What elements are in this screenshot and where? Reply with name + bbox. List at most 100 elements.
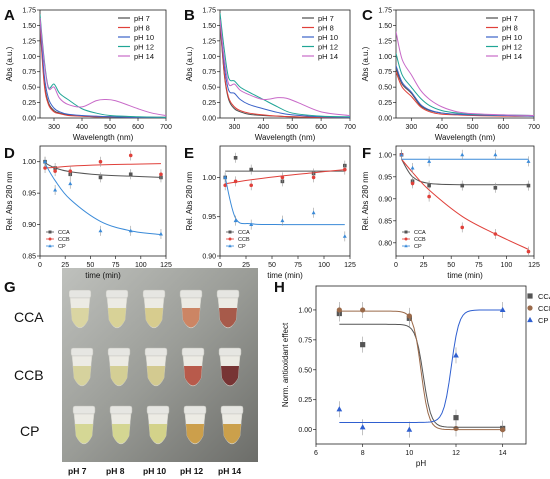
tube bbox=[72, 405, 96, 445]
chart-f-point-cp bbox=[493, 152, 498, 157]
chart-b-xtick-label: 300 bbox=[229, 124, 241, 131]
panel-letter-h: H bbox=[274, 279, 285, 296]
photo-col-label-ph14: pH 14 bbox=[218, 466, 241, 476]
chart-f-xtick-label: 0 bbox=[394, 262, 398, 269]
chart-c-ytick-label: 1.25 bbox=[378, 38, 392, 45]
chart-c-frame bbox=[395, 9, 535, 119]
chart-a-frame bbox=[39, 9, 167, 119]
chart-h-legend-marker bbox=[527, 305, 533, 311]
tube-liquid bbox=[71, 308, 89, 328]
tube-liquid bbox=[186, 424, 204, 444]
tube bbox=[109, 405, 133, 445]
panel-letter-d: D bbox=[4, 145, 15, 162]
chart-a-ytick-label: 1.50 bbox=[22, 23, 36, 30]
chart-c-ytick-label: 1.75 bbox=[378, 8, 392, 15]
chart-e-point-cp bbox=[311, 210, 316, 215]
chart-f-xtick-label: 25 bbox=[420, 262, 428, 269]
chart-d-point-ccb bbox=[128, 153, 133, 158]
tube-liquid bbox=[182, 308, 200, 328]
chart-f-plot-area bbox=[399, 149, 531, 256]
tube-liquid bbox=[73, 366, 91, 386]
chart-d-point-cp bbox=[53, 187, 58, 192]
chart-a-legend-label: pH 10 bbox=[134, 33, 154, 42]
chart-b-legend-label: pH 10 bbox=[318, 33, 338, 42]
chart-f-point-ccb bbox=[427, 194, 431, 199]
chart-d-ytick-label: 0.85 bbox=[22, 254, 36, 261]
chart-b-ytick-label: 0.50 bbox=[202, 85, 216, 92]
chart-d-point-ccb bbox=[159, 172, 163, 177]
chart-b: 300 400 500 600 700 0.00 0.25 0.50 0.75 1.00 1.25 1… bbox=[185, 8, 356, 143]
chart-d-plot-area bbox=[43, 150, 163, 239]
photo-row-label-cca: CCA bbox=[14, 309, 44, 325]
chart-b-y-axis-title: Abs (a.u.) bbox=[185, 46, 194, 81]
tube-cap bbox=[220, 405, 244, 415]
chart-h-point-cp bbox=[359, 424, 366, 430]
chart-f-xtick-label: 75 bbox=[475, 262, 483, 269]
tube bbox=[183, 405, 207, 445]
tube-cap bbox=[218, 347, 242, 357]
chart-b-series-line-ph12 bbox=[220, 13, 350, 118]
chart-d-legend-label: CCB bbox=[58, 237, 70, 243]
tube-liquid bbox=[145, 308, 163, 328]
chart-a-series-line-ph10 bbox=[40, 19, 166, 118]
chart-h-point-cp bbox=[406, 426, 413, 432]
chart-d-ytick-label: 0.90 bbox=[22, 222, 36, 229]
chart-c-xtick-label: 600 bbox=[497, 124, 509, 131]
chart-b-ytick-label: 0.00 bbox=[202, 116, 216, 123]
chart-a-y-axis-title: Abs (a.u.) bbox=[5, 46, 14, 81]
tube-liquid bbox=[108, 308, 126, 328]
chart-d-point-cp bbox=[68, 181, 73, 186]
panel-letter-f: F bbox=[362, 145, 371, 162]
chart-c-legend-label: pH 12 bbox=[502, 42, 522, 51]
tube-liquid bbox=[149, 424, 167, 444]
tube-liquid bbox=[184, 366, 202, 386]
chart-f-ytick-label: 0.80 bbox=[378, 240, 392, 247]
chart-e-legend-label: CCB bbox=[238, 237, 250, 243]
chart-h-fit-curve-cca bbox=[339, 323, 503, 428]
chart-c: 300 400 500 600 700 0.00 0.25 0.50 0.75 1.00 1.25 1… bbox=[361, 8, 540, 143]
tube-cap bbox=[68, 289, 92, 299]
chart-c-ytick-label: 0.25 bbox=[378, 100, 392, 107]
chart-f: 0 25 50 75 100 125 0.80 0.85 0.90 0.95 1.00 time (m… bbox=[361, 145, 540, 280]
chart-c-x-axis-title: Wavelength (nm) bbox=[435, 133, 496, 142]
tube bbox=[179, 289, 203, 329]
chart-b-frame bbox=[219, 9, 351, 119]
chart-c-ytick-label: 0.00 bbox=[378, 116, 392, 123]
panel-letter-e: E bbox=[184, 145, 194, 162]
chart-f-point-cp bbox=[427, 159, 432, 163]
chart-a-series-line-ph14 bbox=[40, 17, 166, 117]
chart-f-point-ccb bbox=[526, 249, 531, 254]
chart-c-xtick-label: 300 bbox=[405, 124, 417, 131]
panel-letter-g: G bbox=[4, 279, 16, 296]
chart-d-point-ccb bbox=[98, 159, 103, 164]
chart-h-xtick-label: 14 bbox=[499, 450, 507, 457]
tube-cap bbox=[70, 347, 94, 357]
chart-d-point-cp bbox=[98, 228, 103, 233]
chart-d-ytick-label: 1.00 bbox=[22, 159, 36, 166]
chart-e-point-ccb bbox=[233, 179, 238, 184]
chart-f-ytick-label: 0.95 bbox=[378, 174, 392, 181]
chart-f-xtick-label: 100 bbox=[501, 262, 513, 269]
tube-cap bbox=[142, 289, 166, 299]
chart-d-point-cp bbox=[128, 228, 133, 233]
chart-b-xtick-label: 400 bbox=[257, 124, 269, 131]
chart-c-ytick-label: 1.00 bbox=[378, 54, 392, 61]
chart-c-legend-label: pH 8 bbox=[502, 23, 518, 32]
chart-h-legend-marker bbox=[527, 316, 533, 323]
chart-h-fit-curve-ccb bbox=[339, 310, 503, 431]
tube-cap bbox=[107, 347, 131, 357]
chart-c-legend-label: pH 7 bbox=[502, 14, 518, 23]
tube bbox=[105, 289, 129, 329]
chart-e-ytick-label: 0.95 bbox=[202, 214, 216, 221]
chart-e-point-cp bbox=[249, 222, 254, 227]
photo-row-label-cp: CP bbox=[20, 423, 39, 439]
tube-cap bbox=[183, 405, 207, 415]
chart-f-point-cca bbox=[460, 183, 465, 188]
tube-photo: CCA CCB CP pH 7 pH 8 pH 10 pH 12 pH 14 bbox=[14, 268, 258, 476]
chart-e-legend-marker bbox=[228, 244, 232, 248]
chart-f-y-axis-title: Rel. Abs 280 nm bbox=[361, 171, 370, 230]
chart-e-point-ccb bbox=[223, 183, 227, 188]
chart-e-point-cca bbox=[249, 167, 253, 172]
chart-h-legend-label: CP bbox=[538, 316, 548, 325]
chart-d: 0 25 50 75 100 125 0.85 0.90 0.95 1.00 time (min) R… bbox=[5, 145, 172, 280]
